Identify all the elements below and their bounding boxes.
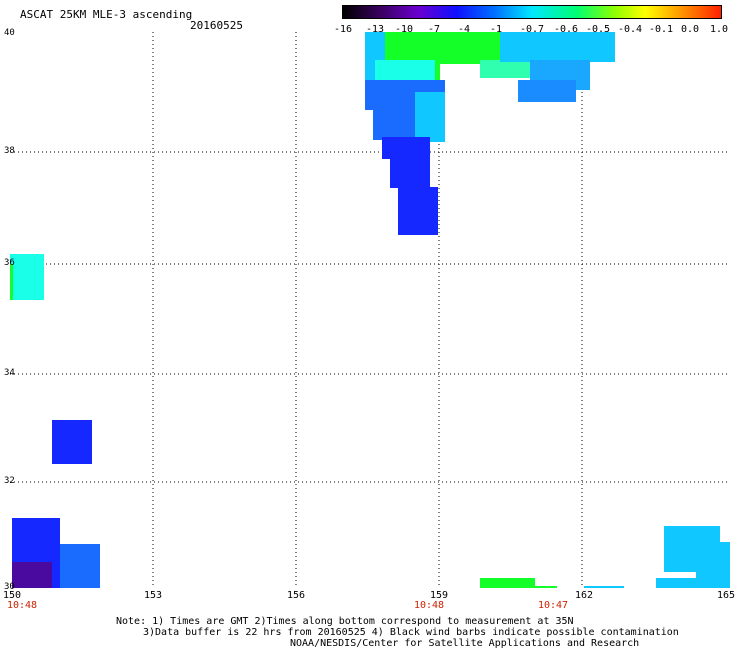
swath-data — [10, 32, 730, 588]
data-cell — [398, 187, 438, 235]
colorbar-label: 0.0 — [680, 24, 700, 35]
x-label: 162 — [574, 590, 594, 601]
x-label: 156 — [286, 590, 306, 601]
colorbar-label: -13 — [365, 24, 385, 35]
x-label: 159 — [429, 590, 449, 601]
y-label: 32 — [4, 476, 15, 486]
data-cell — [60, 544, 100, 588]
data-cell — [12, 562, 52, 588]
data-cell — [518, 80, 576, 102]
data-cell — [373, 110, 415, 140]
footnote-line-2: 3)Data buffer is 22 hrs from 20160525 4)… — [143, 627, 679, 638]
time-label: 10:48 — [6, 600, 38, 611]
data-cell — [480, 60, 540, 78]
data-cell — [535, 586, 557, 588]
data-cell — [52, 420, 92, 464]
grid-lines — [10, 32, 730, 588]
map-title: ASCAT 25KM MLE-3 ascending — [20, 8, 193, 21]
y-label: 34 — [4, 368, 15, 378]
y-label: 38 — [4, 146, 15, 156]
colorbar-label: -0.1 — [648, 24, 674, 35]
colorbar-label: -7 — [427, 24, 441, 35]
data-cell — [440, 32, 500, 64]
data-cell — [415, 92, 445, 142]
y-label: 30 — [4, 582, 15, 592]
colorbar-label: -16 — [333, 24, 353, 35]
data-cell — [10, 254, 44, 300]
colorbar-label: -0.5 — [585, 24, 611, 35]
x-label: 153 — [143, 590, 163, 601]
data-cell — [375, 60, 435, 82]
x-label: 165 — [716, 590, 736, 601]
footnote-line-3: NOAA/NESDIS/Center for Satellite Applica… — [290, 638, 640, 649]
data-cell — [500, 32, 615, 62]
data-cell — [480, 578, 535, 588]
footnote-line-1: Note: 1) Times are GMT 2)Times along bot… — [116, 616, 574, 627]
y-label: 36 — [4, 258, 15, 268]
colorbar-label: 1.0 — [709, 24, 729, 35]
colorbar-label: -0.7 — [519, 24, 545, 35]
data-cell — [696, 542, 730, 588]
colorbar-label: -10 — [394, 24, 414, 35]
data-cell — [656, 578, 696, 588]
colorbar — [342, 5, 722, 19]
data-cell — [390, 150, 430, 188]
x-label: 150 — [2, 590, 22, 601]
colorbar-label: -0.6 — [553, 24, 579, 35]
time-label: 10:48 — [413, 600, 445, 611]
y-label: 40 — [4, 28, 15, 38]
map-plot-area — [10, 32, 730, 588]
data-cell — [10, 264, 13, 300]
time-label: 10:47 — [537, 600, 569, 611]
colorbar-label: -0.4 — [617, 24, 643, 35]
data-cell — [584, 586, 624, 588]
colorbar-label: -1 — [489, 24, 503, 35]
colorbar-label: -4 — [457, 24, 471, 35]
map-date: 20160525 — [190, 19, 243, 32]
